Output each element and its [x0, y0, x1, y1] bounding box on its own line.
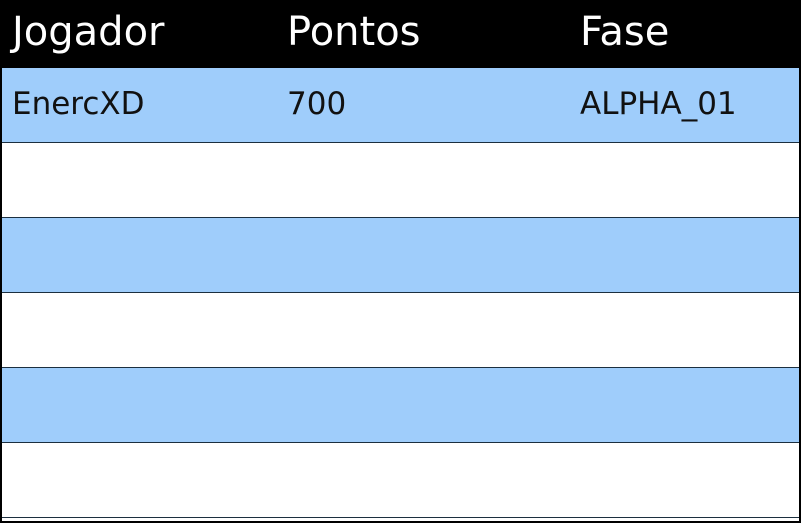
- table-row: [2, 293, 799, 368]
- table-row: [2, 368, 799, 443]
- cell-pontos: 700: [287, 86, 347, 122]
- table-row: [2, 443, 799, 518]
- table-row: [2, 218, 799, 293]
- column-header-jogador: Jogador: [12, 9, 165, 55]
- table-header: Jogador Pontos Fase: [2, 0, 799, 68]
- column-header-pontos: Pontos: [287, 9, 421, 55]
- column-header-fase: Fase: [580, 9, 670, 55]
- table-row: [2, 143, 799, 218]
- cell-fase: ALPHA_01: [580, 86, 737, 122]
- cell-jogador: EnercXD: [12, 86, 145, 122]
- table-row: EnercXD 700 ALPHA_01: [2, 68, 799, 143]
